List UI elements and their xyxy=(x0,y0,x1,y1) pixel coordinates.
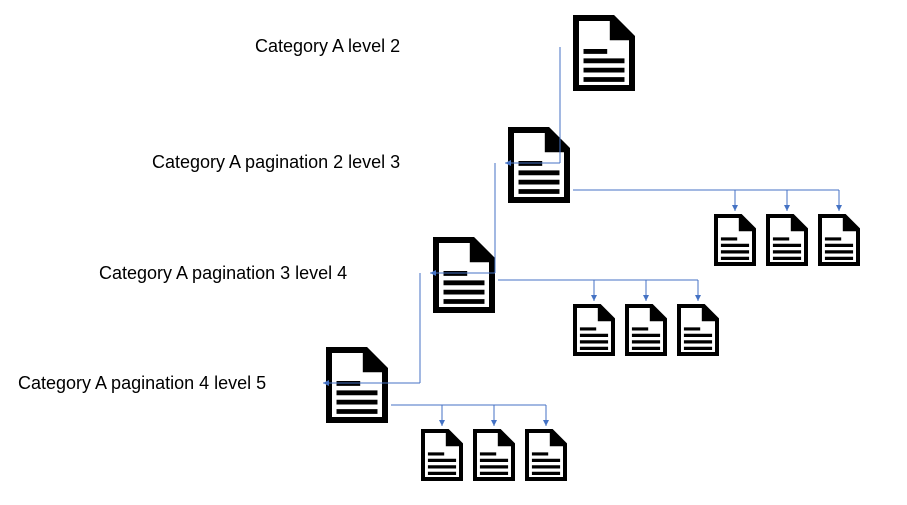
document-icon xyxy=(572,14,636,92)
label-level5: Category A pagination 4 level 5 xyxy=(18,373,266,394)
document-icon xyxy=(676,303,720,357)
document-icon xyxy=(432,236,496,314)
document-icon xyxy=(524,428,568,482)
document-icon xyxy=(472,428,516,482)
document-icon xyxy=(624,303,668,357)
label-level4: Category A pagination 3 level 4 xyxy=(99,263,347,284)
label-level3: Category A pagination 2 level 3 xyxy=(152,152,400,173)
document-icon xyxy=(507,126,571,204)
document-icon xyxy=(817,213,861,267)
document-icon xyxy=(765,213,809,267)
document-icon xyxy=(572,303,616,357)
document-icon xyxy=(325,346,389,424)
label-level2: Category A level 2 xyxy=(255,36,400,57)
document-icon xyxy=(713,213,757,267)
document-icon xyxy=(420,428,464,482)
